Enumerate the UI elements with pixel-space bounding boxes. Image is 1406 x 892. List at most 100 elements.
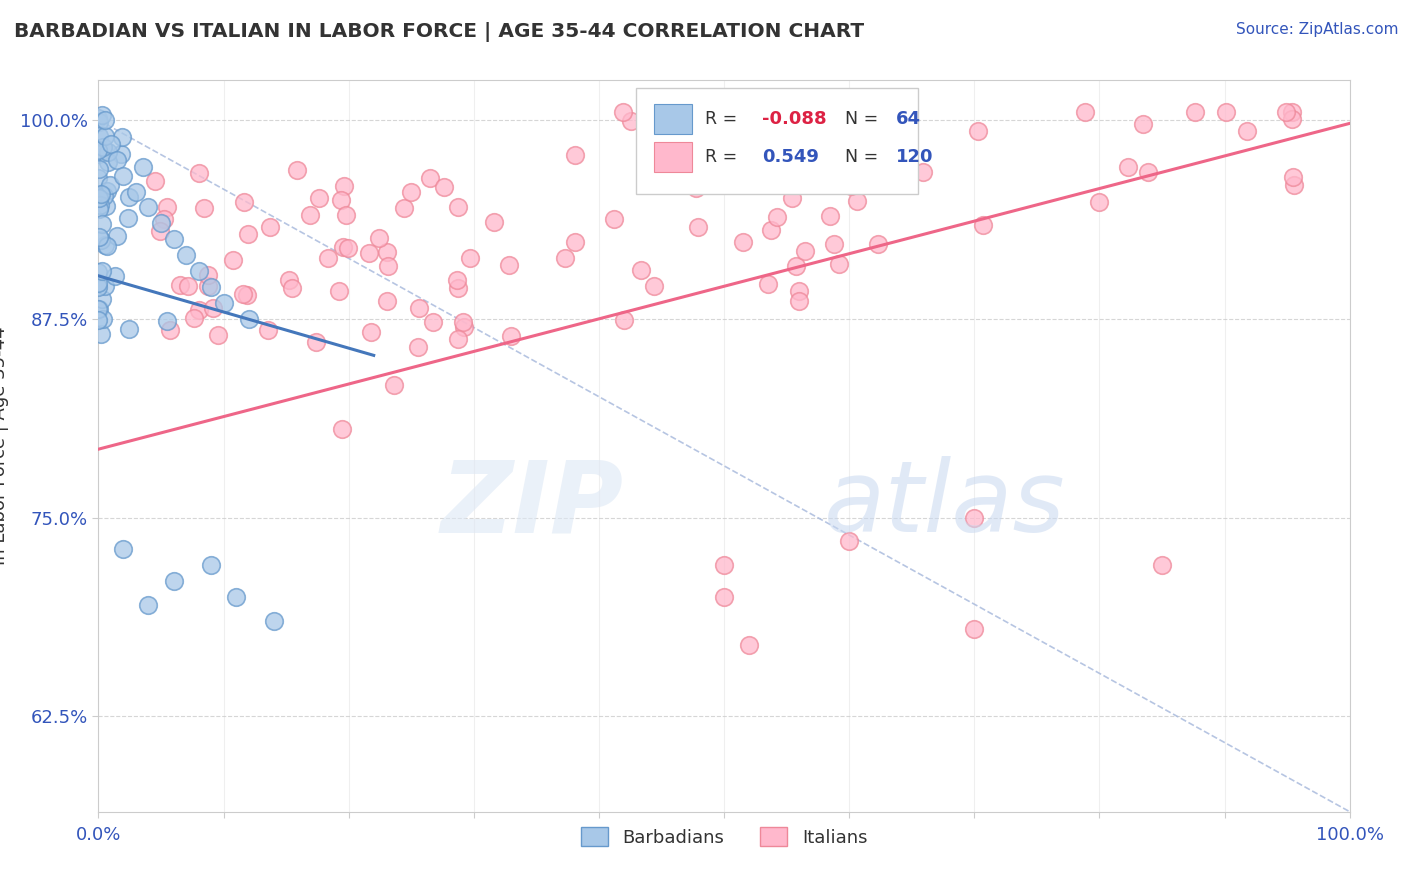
- Point: [419, 171, 441, 186]
- Point: [117, 211, 139, 225]
- Text: BARBADIAN VS ITALIAN IN LABOR FORCE | AGE 35-44 CORRELATION CHART: BARBADIAN VS ITALIAN IN LABOR FORCE | AG…: [14, 22, 865, 42]
- Point: [94, 237, 117, 252]
- Point: [785, 259, 807, 273]
- Point: [90, 326, 112, 341]
- Point: [382, 377, 405, 392]
- Point: [685, 181, 707, 195]
- Point: [89, 198, 111, 212]
- Point: [686, 219, 709, 234]
- Point: [232, 195, 254, 210]
- Point: [333, 179, 356, 194]
- Text: -0.088: -0.088: [762, 110, 827, 128]
- Point: [335, 208, 357, 222]
- Point: [911, 165, 934, 179]
- Point: [212, 296, 235, 310]
- Point: [554, 251, 576, 265]
- Text: ZIP: ZIP: [441, 456, 624, 553]
- Point: [963, 510, 986, 524]
- Point: [328, 284, 350, 298]
- Point: [1281, 105, 1303, 120]
- Point: [263, 614, 285, 628]
- Point: [453, 320, 475, 334]
- Point: [221, 253, 243, 268]
- Point: [156, 314, 179, 328]
- Point: [422, 315, 444, 329]
- Point: [357, 245, 380, 260]
- Point: [713, 590, 735, 604]
- Point: [112, 542, 135, 557]
- Point: [87, 129, 110, 144]
- Point: [149, 224, 172, 238]
- Point: [187, 264, 209, 278]
- Point: [1236, 124, 1258, 138]
- Point: [447, 200, 470, 214]
- Point: [197, 268, 219, 282]
- Point: [87, 202, 110, 216]
- Point: [838, 534, 860, 549]
- Point: [152, 212, 174, 227]
- Point: [738, 638, 761, 652]
- Point: [1074, 105, 1097, 120]
- Point: [87, 301, 110, 316]
- Point: [408, 340, 430, 354]
- Point: [89, 230, 111, 244]
- Y-axis label: In Labor Force | Age 35-44: In Labor Force | Age 35-44: [0, 326, 8, 566]
- Point: [643, 279, 665, 293]
- Point: [87, 171, 110, 186]
- Point: [93, 278, 115, 293]
- Point: [159, 323, 181, 337]
- Point: [859, 105, 882, 120]
- Point: [236, 227, 259, 241]
- Point: [143, 174, 166, 188]
- Point: [1275, 105, 1298, 120]
- Point: [451, 315, 474, 329]
- Point: [828, 257, 851, 271]
- Point: [1132, 116, 1154, 130]
- Point: [482, 214, 505, 228]
- Point: [96, 184, 118, 198]
- Point: [316, 251, 339, 265]
- Point: [377, 259, 399, 273]
- Point: [713, 558, 735, 573]
- Point: [183, 310, 205, 325]
- Point: [336, 241, 359, 255]
- Text: 64: 64: [896, 110, 921, 128]
- Point: [110, 147, 132, 161]
- Point: [162, 232, 184, 246]
- Point: [105, 229, 128, 244]
- Point: [89, 147, 111, 161]
- Text: Source: ZipAtlas.com: Source: ZipAtlas.com: [1236, 22, 1399, 37]
- Point: [759, 223, 782, 237]
- Point: [94, 199, 117, 213]
- Point: [162, 574, 184, 589]
- Point: [280, 281, 302, 295]
- Point: [89, 161, 111, 176]
- Point: [375, 294, 398, 309]
- Point: [200, 558, 222, 573]
- Point: [564, 148, 586, 162]
- Point: [118, 190, 141, 204]
- Point: [91, 311, 114, 326]
- Point: [787, 285, 810, 299]
- Text: 0.549: 0.549: [762, 148, 818, 166]
- Point: [330, 422, 353, 436]
- Text: 120: 120: [896, 148, 934, 166]
- Point: [131, 160, 153, 174]
- Point: [87, 265, 110, 279]
- Point: [188, 303, 211, 318]
- Point: [1150, 558, 1173, 573]
- Point: [498, 258, 520, 272]
- Point: [839, 178, 862, 193]
- Point: [93, 189, 115, 203]
- Point: [87, 143, 110, 157]
- Point: [118, 322, 141, 336]
- Point: [89, 301, 111, 316]
- Point: [236, 288, 259, 302]
- Point: [156, 200, 179, 214]
- Point: [787, 293, 810, 308]
- Point: [200, 280, 222, 294]
- Point: [232, 286, 254, 301]
- Point: [87, 312, 110, 326]
- Point: [612, 105, 634, 120]
- Point: [97, 154, 120, 169]
